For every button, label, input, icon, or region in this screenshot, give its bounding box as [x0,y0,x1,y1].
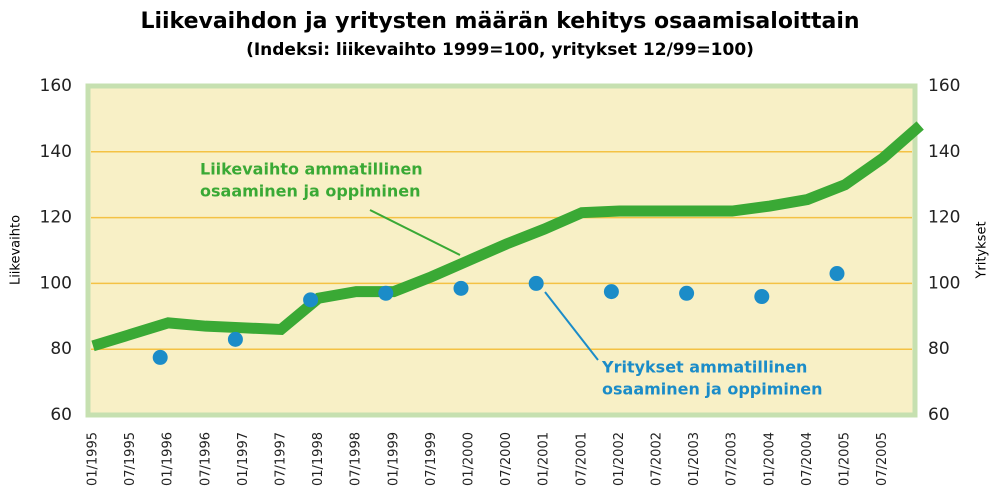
y2-tick-label: 100 [928,273,960,293]
y-axis-label: Liikevaihto [9,215,24,285]
x-tick-label: 07/1995 [123,432,138,486]
y2-tick-label: 120 [928,208,960,228]
x-tick-label: 01/1997 [236,432,251,486]
x-tick-label: 01/1995 [86,432,101,486]
y-tick-label: 100 [40,273,72,293]
y-tick-label: 160 [40,76,72,96]
data-point [603,284,619,300]
annotation: osaaminen ja oppiminen [602,380,823,399]
data-point [528,275,544,291]
x-tick-label: 01/2004 [762,432,777,486]
y2-tick-label: 140 [928,142,960,162]
y2-tick-label: 160 [928,76,960,96]
x-tick-label: 07/1999 [424,432,439,486]
y-tick-label: 60 [50,405,72,425]
annotation-leader [544,291,599,361]
x-tick-label: 07/2001 [574,432,589,486]
x-tick-label: 07/2000 [499,432,514,486]
x-tick-label: 07/1997 [274,432,289,486]
x-tick-label: 07/2004 [800,432,815,486]
x-tick-label: 01/2002 [612,432,627,486]
annotation: Yritykset ammatillinen [601,358,807,377]
y2-axis-label: Yritykset [975,221,990,279]
x-tick-label: 07/2002 [650,432,665,486]
chart-subtitle: (Indeksi: liikevaihto 1999=100, yritykse… [246,40,754,60]
x-tick-label: 07/1998 [349,432,364,486]
y2-tick-label: 80 [928,339,950,359]
x-tick-label: 01/1998 [311,432,326,486]
data-point [378,285,394,301]
x-tick-label: 01/2003 [687,432,702,486]
data-point [303,292,319,308]
x-tick-label: 01/2005 [838,432,853,486]
annotation: Liikevaihto ammatillinen [200,160,423,179]
y-tick-label: 120 [40,208,72,228]
annotation-leader [369,209,461,256]
data-point [754,289,770,305]
x-tick-label: 01/1996 [161,432,176,486]
y2-tick-label: 60 [928,405,950,425]
x-tick-label: 01/1999 [386,432,401,486]
data-point [453,280,469,296]
y-tick-label: 80 [50,339,72,359]
chart-title: Liikevaihdon ja yritysten määrän kehitys… [140,9,859,34]
x-tick-label: 07/2005 [875,432,890,486]
data-point [679,285,695,301]
x-tick-label: 07/2003 [725,432,740,486]
x-tick-label: 07/1996 [198,432,213,486]
x-tick-label: 01/2000 [462,432,477,486]
annotation: osaaminen ja oppiminen [200,182,421,201]
x-tick-label: 01/2001 [537,432,552,486]
data-point [227,331,243,347]
y-tick-label: 140 [40,142,72,162]
data-point [152,349,168,365]
data-point [829,266,845,282]
line-series [91,121,924,352]
